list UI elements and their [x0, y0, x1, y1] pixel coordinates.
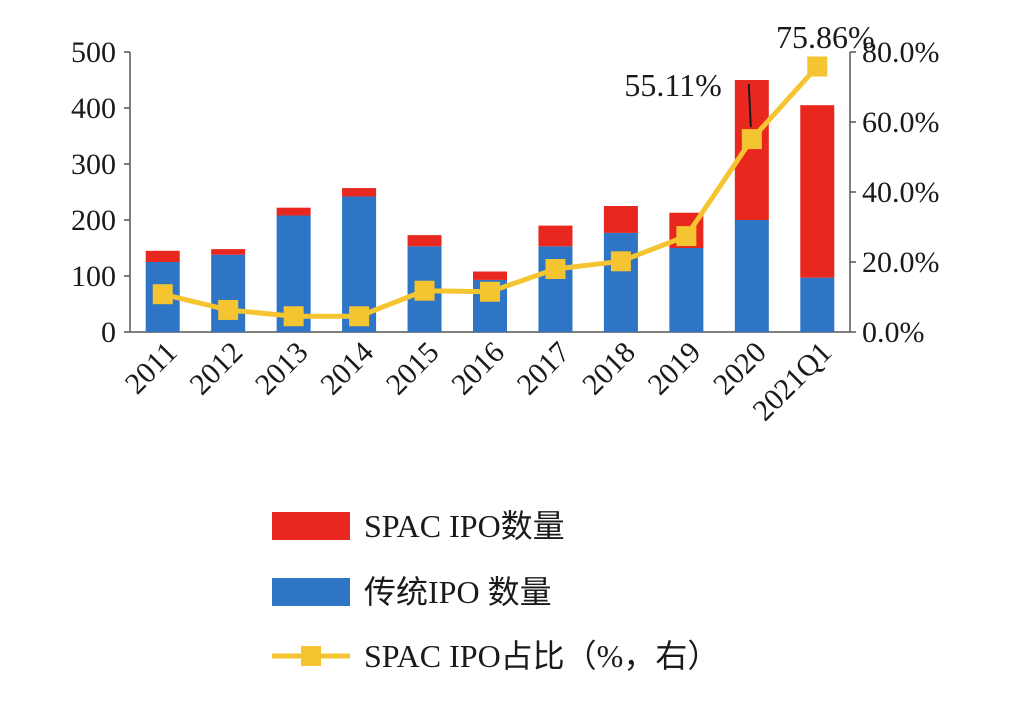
legend-label: SPAC IPO占比（%，右） — [364, 638, 719, 674]
left-axis-tick-label: 100 — [71, 260, 116, 293]
line-point-spac-share — [676, 226, 697, 247]
bar-spac-ipo — [734, 80, 769, 220]
bar-traditional-ipo — [669, 248, 704, 332]
bar-spac-ipo — [145, 250, 180, 262]
x-axis-tick-label: 2011 — [119, 336, 184, 401]
x-axis-tick-label: 2013 — [249, 336, 315, 402]
bar-spac-ipo — [473, 271, 507, 280]
x-axis-tick-label: 2014 — [314, 336, 380, 402]
line-point-spac-share — [218, 299, 239, 320]
left-axis-tick-label: 0 — [101, 316, 116, 349]
right-axis-tick-label: 60.0% — [862, 106, 940, 139]
bar-spac-ipo — [800, 105, 835, 278]
bar-spac-ipo — [211, 249, 246, 255]
bar-traditional-ipo — [603, 232, 638, 332]
line-point-spac-share — [283, 306, 304, 327]
line-point-spac-share — [807, 56, 828, 77]
data-label-2020: 55.11% — [624, 67, 721, 103]
x-axis-tick-label: 2018 — [576, 336, 642, 402]
line-point-spac-share — [610, 251, 631, 272]
bar-traditional-ipo — [734, 220, 769, 332]
x-axis-tick-label: 2016 — [445, 336, 511, 402]
data-label-2021q1: 75.86% — [776, 19, 875, 55]
bar-spac-ipo — [603, 206, 638, 233]
line-point-spac-share — [545, 259, 566, 279]
left-axis-tick-label: 400 — [71, 92, 116, 125]
x-axis-tick-label: 2012 — [183, 336, 249, 402]
left-axis-tick-label: 500 — [71, 36, 116, 69]
bar-spac-ipo — [342, 188, 377, 197]
right-axis-tick-label: 40.0% — [862, 176, 940, 209]
line-point-spac-share — [480, 281, 500, 302]
bar-spac-ipo — [276, 207, 311, 216]
x-axis-tick-label: 2015 — [380, 336, 446, 402]
legend-swatch — [272, 578, 350, 606]
right-axis-tick-label: 20.0% — [862, 246, 940, 279]
line-point-spac-share — [349, 306, 370, 327]
bar-traditional-ipo — [211, 254, 246, 332]
legend-label: SPAC IPO数量 — [364, 508, 565, 544]
bar-spac-ipo — [407, 235, 442, 247]
line-point-spac-share — [741, 129, 762, 150]
right-axis-tick-label: 80.0% — [862, 36, 940, 69]
line-point-spac-share — [152, 284, 173, 305]
right-axis-tick-label: 0.0% — [862, 316, 925, 349]
x-axis-tick-label: 2017 — [511, 336, 577, 402]
legend-label: 传统IPO 数量 — [364, 574, 552, 610]
legend-marker — [301, 646, 321, 666]
legend-swatch — [272, 512, 350, 540]
left-axis-tick-label: 200 — [71, 204, 116, 237]
annotation-leader-2020 — [747, 83, 752, 128]
bar-spac-ipo — [538, 225, 573, 247]
line-point-spac-share — [414, 280, 435, 301]
bar-traditional-ipo — [800, 277, 835, 332]
left-axis-tick-label: 300 — [71, 148, 116, 181]
x-axis-tick-label: 2019 — [642, 336, 708, 402]
